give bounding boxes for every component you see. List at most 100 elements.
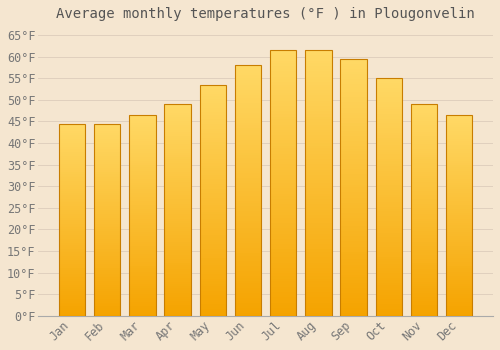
Bar	[376, 190, 402, 192]
Bar	[164, 161, 191, 163]
Bar	[305, 159, 332, 162]
Bar	[305, 313, 332, 316]
Bar	[164, 246, 191, 248]
Bar	[200, 87, 226, 89]
Bar	[340, 216, 367, 218]
Bar	[130, 173, 156, 175]
Bar	[411, 312, 437, 314]
Bar	[164, 104, 191, 316]
Bar	[270, 100, 296, 103]
Bar	[270, 191, 296, 194]
Bar	[305, 140, 332, 143]
Bar	[94, 156, 120, 158]
Bar	[94, 241, 120, 243]
Bar	[94, 285, 120, 287]
Bar	[270, 135, 296, 138]
Bar	[376, 218, 402, 221]
Bar	[270, 111, 296, 114]
Bar	[411, 157, 437, 159]
Bar	[340, 239, 367, 241]
Bar	[411, 104, 437, 106]
Bar	[340, 285, 367, 288]
Bar	[164, 189, 191, 191]
Bar	[130, 191, 156, 193]
Bar	[200, 145, 226, 147]
Bar	[235, 276, 261, 278]
Bar	[164, 151, 191, 153]
Bar	[305, 143, 332, 146]
Bar	[130, 123, 156, 125]
Bar	[270, 127, 296, 130]
Bar	[94, 143, 120, 145]
Bar	[130, 179, 156, 181]
Bar	[164, 282, 191, 284]
Bar	[59, 237, 86, 239]
Bar	[130, 121, 156, 123]
Bar	[200, 128, 226, 131]
Bar	[340, 282, 367, 285]
Bar	[164, 252, 191, 254]
Bar	[94, 235, 120, 237]
Bar	[376, 121, 402, 123]
Bar	[411, 308, 437, 310]
Bar	[200, 244, 226, 246]
Bar	[376, 202, 402, 204]
Bar	[446, 157, 472, 159]
Bar	[235, 291, 261, 293]
Bar	[270, 53, 296, 55]
Bar	[164, 113, 191, 115]
Bar	[164, 206, 191, 208]
Bar	[235, 150, 261, 153]
Bar	[446, 169, 472, 171]
Bar	[446, 208, 472, 209]
Bar	[164, 208, 191, 210]
Bar	[376, 266, 402, 268]
Bar	[164, 286, 191, 288]
Bar	[235, 216, 261, 218]
Bar	[411, 261, 437, 263]
Bar	[305, 212, 332, 215]
Bar	[164, 108, 191, 111]
Bar	[59, 201, 86, 202]
Bar	[305, 223, 332, 225]
Bar	[270, 82, 296, 85]
Bar	[59, 233, 86, 235]
Bar	[340, 278, 367, 280]
Bar	[411, 212, 437, 214]
Bar	[164, 250, 191, 252]
Bar	[59, 147, 86, 149]
Bar	[164, 308, 191, 310]
Bar	[411, 236, 437, 238]
Bar	[200, 105, 226, 108]
Bar	[164, 212, 191, 214]
Bar	[446, 288, 472, 290]
Bar	[340, 59, 367, 61]
Bar	[305, 79, 332, 82]
Bar	[94, 193, 120, 195]
Bar	[200, 182, 226, 184]
Bar	[164, 127, 191, 130]
Bar	[130, 246, 156, 247]
Bar	[446, 304, 472, 306]
Bar	[446, 238, 472, 239]
Bar	[270, 202, 296, 204]
Bar	[200, 112, 226, 115]
Bar	[94, 254, 120, 256]
Bar	[94, 195, 120, 197]
Bar	[200, 108, 226, 110]
Bar	[376, 131, 402, 133]
Bar	[446, 296, 472, 298]
Bar	[130, 165, 156, 167]
Bar	[59, 126, 86, 127]
Bar	[411, 170, 437, 172]
Bar	[305, 154, 332, 156]
Bar	[270, 154, 296, 156]
Bar	[94, 302, 120, 304]
Bar	[59, 124, 86, 316]
Bar	[411, 216, 437, 218]
Bar	[59, 272, 86, 274]
Bar	[340, 82, 367, 84]
Bar	[94, 310, 120, 312]
Bar	[164, 115, 191, 117]
Bar	[446, 141, 472, 143]
